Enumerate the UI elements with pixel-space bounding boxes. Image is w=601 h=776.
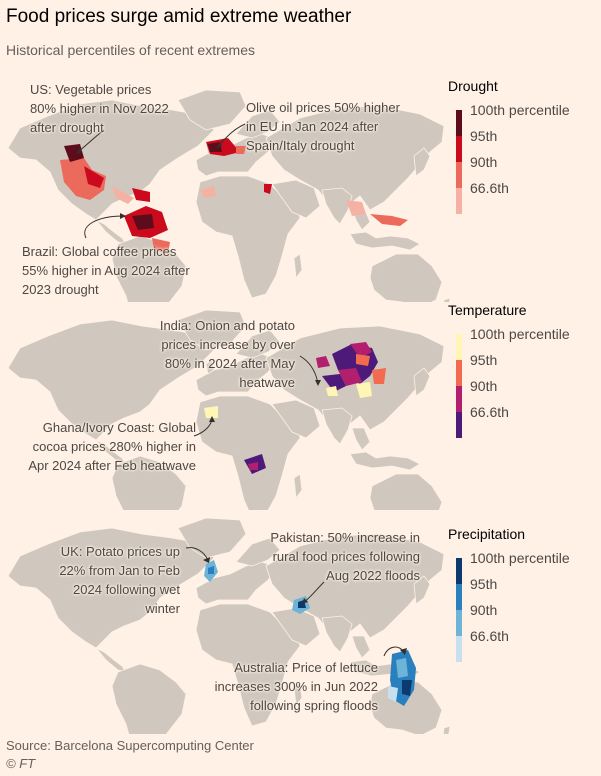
legend-swatch-temperature-95	[456, 360, 462, 386]
legend-swatch-temperature-66	[456, 412, 462, 438]
credit: © FT	[6, 756, 36, 771]
legend-label-precipitation-95: 95th	[470, 576, 498, 592]
precipitation-panel: UK: Potato prices up 22% from Jan to Feb…	[0, 510, 601, 734]
legend-label-drought-66: 66.6th	[470, 180, 509, 196]
chart-title: Food prices surge amid extreme weather	[6, 6, 352, 27]
annotation-pakistan: Pakistan: 50% increase in rural food pri…	[270, 530, 420, 583]
temperature-legend: Temperature 100th percentile 95th 90th 6…	[448, 302, 570, 438]
legend-swatch-drought-66	[456, 188, 462, 214]
precipitation-legend: Precipitation 100th percentile 95th 90th…	[448, 526, 570, 662]
legend-label-temperature-100: 100th percentile	[470, 326, 570, 342]
legend-title-temperature: Temperature	[448, 302, 527, 318]
annotation-uk: UK: Potato prices up 22% from Jan to Feb…	[59, 544, 180, 616]
annotation-us: US: Vegetable prices 80% higher in Nov 2…	[30, 82, 169, 135]
legend-label-temperature-66: 66.6th	[470, 404, 509, 420]
temperature-map	[7, 309, 451, 510]
legend-label-temperature-90: 90th	[470, 378, 498, 394]
precipitation-map	[7, 517, 451, 734]
legend-label-precipitation-100: 100th percentile	[470, 550, 570, 566]
legend-title-precipitation: Precipitation	[448, 526, 526, 542]
annotation-india: India: Onion and potato prices increase …	[159, 318, 295, 390]
drought-panel: US: Vegetable prices 80% higher in Nov 2…	[0, 66, 601, 302]
legend-swatch-temperature-90	[456, 386, 462, 412]
legend-label-drought-95: 95th	[470, 128, 498, 144]
legend-label-drought-100: 100th percentile	[470, 102, 570, 118]
annotation-brazil: Brazil: Global coffee prices 55% higher …	[22, 244, 190, 297]
legend-label-precipitation-66: 66.6th	[470, 628, 509, 644]
annotation-ghana: Ghana/Ivory Coast: Global cocoa prices 2…	[28, 420, 196, 473]
annotation-australia: Australia: Price of lettuce increases 30…	[214, 660, 378, 713]
legend-swatch-drought-100	[456, 110, 462, 136]
legend-label-precipitation-90: 90th	[470, 602, 498, 618]
legend-swatch-temperature-100	[456, 334, 462, 360]
temperature-hotspots	[204, 342, 386, 474]
drought-legend: Drought 100th percentile 95th 90th 66.6t…	[448, 78, 570, 214]
chart-subtitle: Historical percentiles of recent extreme…	[6, 42, 255, 58]
source-note: Source: Barcelona Supercomputing Center	[6, 738, 254, 753]
legend-swatch-precipitation-90	[456, 610, 462, 636]
legend-swatch-drought-95	[456, 136, 462, 162]
annotation-olive-oil: Olive oil prices 50% higher in EU in Jan…	[246, 100, 400, 153]
legend-label-temperature-95: 95th	[470, 352, 498, 368]
legend-swatch-precipitation-66	[456, 636, 462, 662]
legend-label-drought-90: 90th	[470, 154, 498, 170]
legend-swatch-drought-90	[456, 162, 462, 188]
legend-swatch-precipitation-95	[456, 584, 462, 610]
precipitation-hotspots	[204, 560, 416, 706]
temperature-panel: India: Onion and potato prices increase …	[0, 300, 601, 510]
legend-swatch-precipitation-100	[456, 558, 462, 584]
drought-map	[7, 89, 451, 302]
drought-hotspots	[60, 138, 408, 254]
legend-title-drought: Drought	[448, 78, 498, 94]
